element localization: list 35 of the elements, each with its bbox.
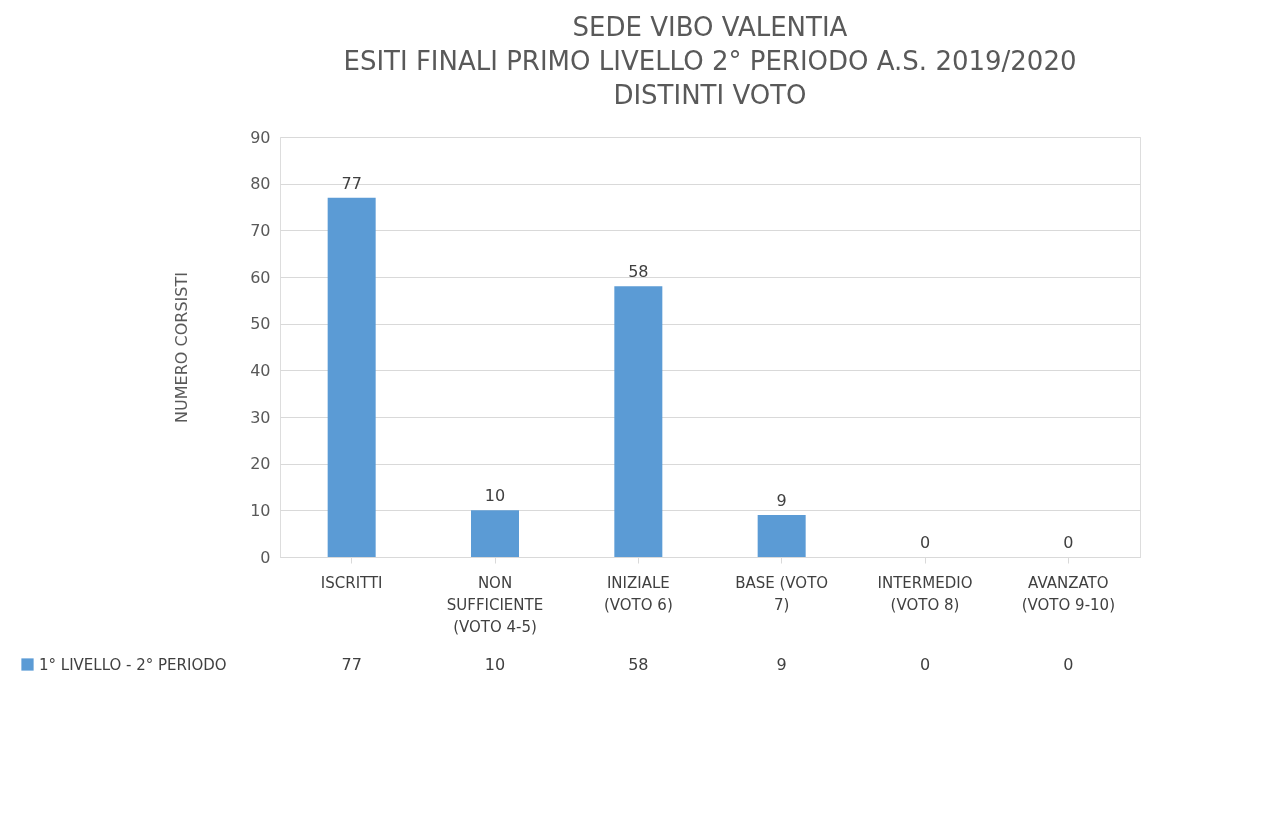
x-tick-label: INIZIALE (VOTO 6)	[603, 573, 673, 614]
y-tick-label: 80	[250, 174, 271, 194]
y-tick-label: 20	[250, 454, 271, 474]
data-label: 0	[919, 655, 931, 674]
legend-label: 1° LIVELLO - 2° PERIODO	[39, 655, 227, 674]
text: 77	[341, 173, 362, 193]
y-tick-label: 70	[250, 220, 271, 240]
y-tick-label: 10	[250, 500, 271, 520]
y-tick-label: 50	[250, 314, 271, 334]
bar	[757, 515, 806, 557]
text: 10	[484, 486, 506, 506]
x-tick-label: AVANZATO (VOTO 9-10)	[1021, 573, 1115, 614]
y-tick-label: 40	[250, 360, 271, 380]
y-tick-label: 60	[250, 267, 271, 287]
data-label: 10	[484, 655, 506, 674]
x-tick-label: ISCRITTI	[320, 573, 383, 592]
y-tick-label: 90	[250, 127, 271, 147]
data-label: 77	[341, 655, 362, 674]
y-tick-label: 30	[250, 407, 271, 427]
text: 9	[776, 491, 787, 510]
text: 0	[1063, 533, 1074, 552]
bar	[614, 286, 663, 557]
x-tick-label: INTERMEDIO (VOTO 8)	[877, 573, 973, 614]
x-tick-label: NON SUFFICIENTE (VOTO 4-5)	[446, 573, 544, 636]
y-axis-title: NUMERO CORSISTI	[172, 272, 192, 423]
x-tick-label: BASE (VOTO 7)	[735, 573, 829, 614]
text: 0	[919, 533, 931, 552]
bar	[327, 197, 376, 557]
bar	[471, 510, 519, 557]
text: 58	[628, 262, 649, 282]
data-label: 58	[628, 655, 649, 674]
y-tick-label: 0	[260, 547, 271, 567]
data-label: 0	[1063, 655, 1074, 674]
chart-title: SEDE VIBO VALENTIA ESITI FINALI PRIMO LIVELLO 2° PERIODO A.S. 2019/2020 DISTINTI VOTO	[343, 12, 1077, 110]
data-label: 9	[776, 655, 787, 674]
